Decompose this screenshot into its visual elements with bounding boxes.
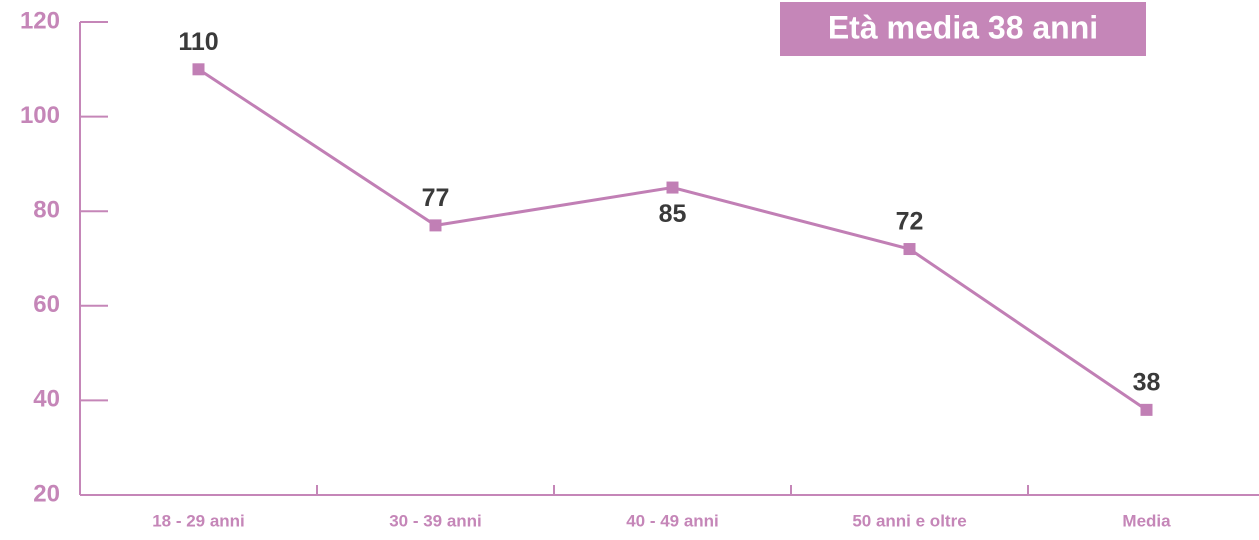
point [1140, 403, 1153, 416]
data-label: 38 [1133, 368, 1161, 396]
annotation: Età media 38 anni [828, 9, 1098, 45]
x-tick-label: Media [1122, 511, 1171, 530]
data-label: 85 [659, 200, 687, 228]
point [429, 219, 442, 232]
x-tick-label: 18 - 29 anni [152, 511, 245, 530]
x-tick-label: 30 - 39 anni [389, 511, 482, 530]
point [666, 181, 679, 194]
y-tick-label: 40 [33, 386, 60, 413]
data-label: 110 [178, 28, 218, 56]
data-label: 77 [422, 184, 450, 212]
series-line [197, 68, 1148, 412]
annotation-box [780, 2, 1146, 56]
x-tick-label: 50 anni e oltre [852, 511, 966, 530]
point [903, 243, 916, 256]
y-tick-label: 80 [33, 197, 60, 224]
y-tick-label: 20 [33, 480, 60, 507]
data-label: 72 [896, 208, 924, 236]
x-tick-label: 40 - 49 anni [626, 511, 719, 530]
point [192, 63, 205, 76]
y-tick-label: 120 [20, 7, 60, 34]
y-tick-label: 100 [20, 102, 60, 129]
y-tick-label: 60 [33, 291, 60, 318]
